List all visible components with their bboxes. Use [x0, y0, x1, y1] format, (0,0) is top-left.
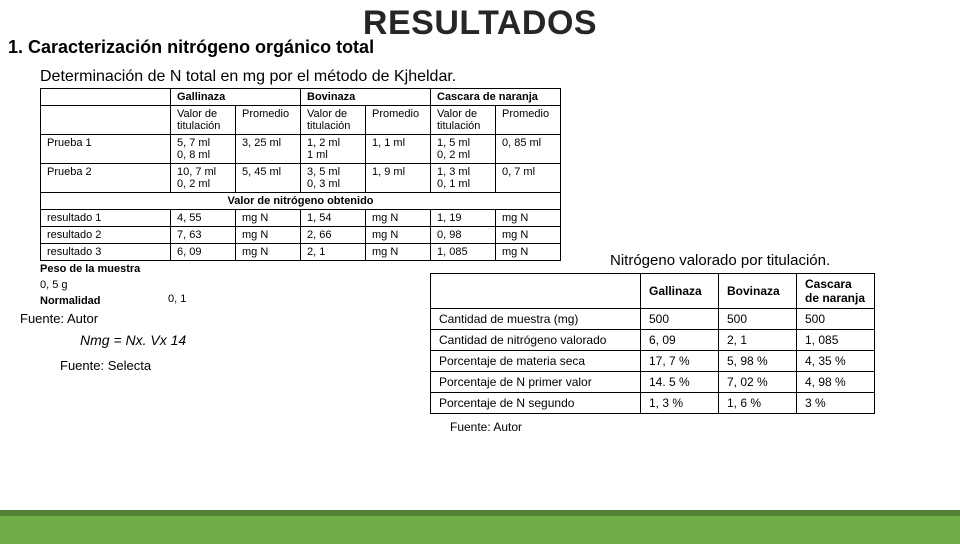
t2-head-2: Cascara de naranja: [797, 274, 875, 309]
table-titulacion: Gallinaza Bovinaza Cascara de naranja Ca…: [430, 273, 875, 414]
table-cell: 5, 7 ml 0, 8 ml: [171, 135, 236, 164]
table-cell: mg N: [496, 210, 561, 227]
table-cell: 3 %: [797, 393, 875, 414]
fuente-autor-2: Fuente: Autor: [450, 420, 875, 434]
table-cell: mg N: [236, 244, 301, 261]
table-cell: 4, 35 %: [797, 351, 875, 372]
table-row-label: Porcentaje de N segundo: [431, 393, 641, 414]
table-row-label: resultado 1: [41, 210, 171, 227]
t1-head-3: Cascara de naranja: [431, 89, 561, 106]
t2-head-0: Gallinaza: [641, 274, 719, 309]
table-cell: 7, 63: [171, 227, 236, 244]
peso-value: 0, 5 g: [40, 279, 68, 291]
table-row-label: Porcentaje de N primer valor: [431, 372, 641, 393]
t1-sub-1: Promedio: [236, 106, 301, 135]
t1-sub-4: Valor de titulación: [431, 106, 496, 135]
subtitle-text: Determinación de N total en mg por el mé…: [40, 68, 960, 86]
table-cell: mg N: [236, 210, 301, 227]
table-cell: 10, 7 ml 0, 2 ml: [171, 164, 236, 193]
table-cell: 0, 7 ml: [496, 164, 561, 193]
table-cell: 1, 2 ml 1 ml: [301, 135, 366, 164]
table-row-label: resultado 2: [41, 227, 171, 244]
table-cell: 1, 6 %: [719, 393, 797, 414]
table-cell: 0, 98: [431, 227, 496, 244]
table-cell: 6, 09: [171, 244, 236, 261]
table-row-label: resultado 3: [41, 244, 171, 261]
table-cell: 2, 66: [301, 227, 366, 244]
table-cell: 1, 19: [431, 210, 496, 227]
t1-sub-0: Valor de titulación: [171, 106, 236, 135]
table-cell: 6, 09: [641, 330, 719, 351]
table-cell: 1, 3 ml 0, 1 ml: [431, 164, 496, 193]
table-cell: 5, 98 %: [719, 351, 797, 372]
table-cell: 2, 1: [719, 330, 797, 351]
t1-head-1: Gallinaza: [171, 89, 301, 106]
table-cell: 17, 7 %: [641, 351, 719, 372]
table-cell: mg N: [496, 227, 561, 244]
table-row-label: Prueba 2: [41, 164, 171, 193]
table-row-label: Cantidad de nitrógeno valorado: [431, 330, 641, 351]
norm-label: Normalidad: [40, 295, 101, 307]
table-cell: mg N: [236, 227, 301, 244]
table-cell: mg N: [366, 227, 431, 244]
peso-label: Peso de la muestra: [40, 263, 140, 275]
table-cell: 0, 85 ml: [496, 135, 561, 164]
table-cell: mg N: [366, 210, 431, 227]
table-cell: 7, 02 %: [719, 372, 797, 393]
t2-title: Nitrógeno valorado por titulación.: [610, 252, 875, 269]
t1-sub-5: Promedio: [496, 106, 561, 135]
table-row-label: Prueba 1: [41, 135, 171, 164]
table-cell: 1, 1 ml: [366, 135, 431, 164]
table-cell: 4, 98 %: [797, 372, 875, 393]
table-cell: 14. 5 %: [641, 372, 719, 393]
table-cell: 1, 3 %: [641, 393, 719, 414]
t1-sectitle: Valor de nitrógeno obtenido: [41, 193, 561, 210]
table-row-label: Cantidad de muestra (mg): [431, 309, 641, 330]
table-cell: 500: [797, 309, 875, 330]
t1-sub-2: Valor de titulación: [301, 106, 366, 135]
table-cell: 1, 085: [797, 330, 875, 351]
table-cell: mg N: [366, 244, 431, 261]
table-cell: 4, 55: [171, 210, 236, 227]
table-cell: 1, 9 ml: [366, 164, 431, 193]
table-cell: 500: [641, 309, 719, 330]
table-cell: 3, 5 ml 0, 3 ml: [301, 164, 366, 193]
table-cell: 2, 1: [301, 244, 366, 261]
t2-head-1: Bovinaza: [719, 274, 797, 309]
table-cell: 500: [719, 309, 797, 330]
table-kjheldar: Gallinaza Bovinaza Cascara de naranja Va…: [40, 88, 561, 261]
t1-sub-3: Promedio: [366, 106, 431, 135]
table-cell: 1, 54: [301, 210, 366, 227]
table-cell: 1, 5 ml 0, 2 ml: [431, 135, 496, 164]
table-cell: 3, 25 ml: [236, 135, 301, 164]
table-cell: 5, 45 ml: [236, 164, 301, 193]
t1-head-2: Bovinaza: [301, 89, 431, 106]
table-row-label: Porcentaje de materia seca: [431, 351, 641, 372]
